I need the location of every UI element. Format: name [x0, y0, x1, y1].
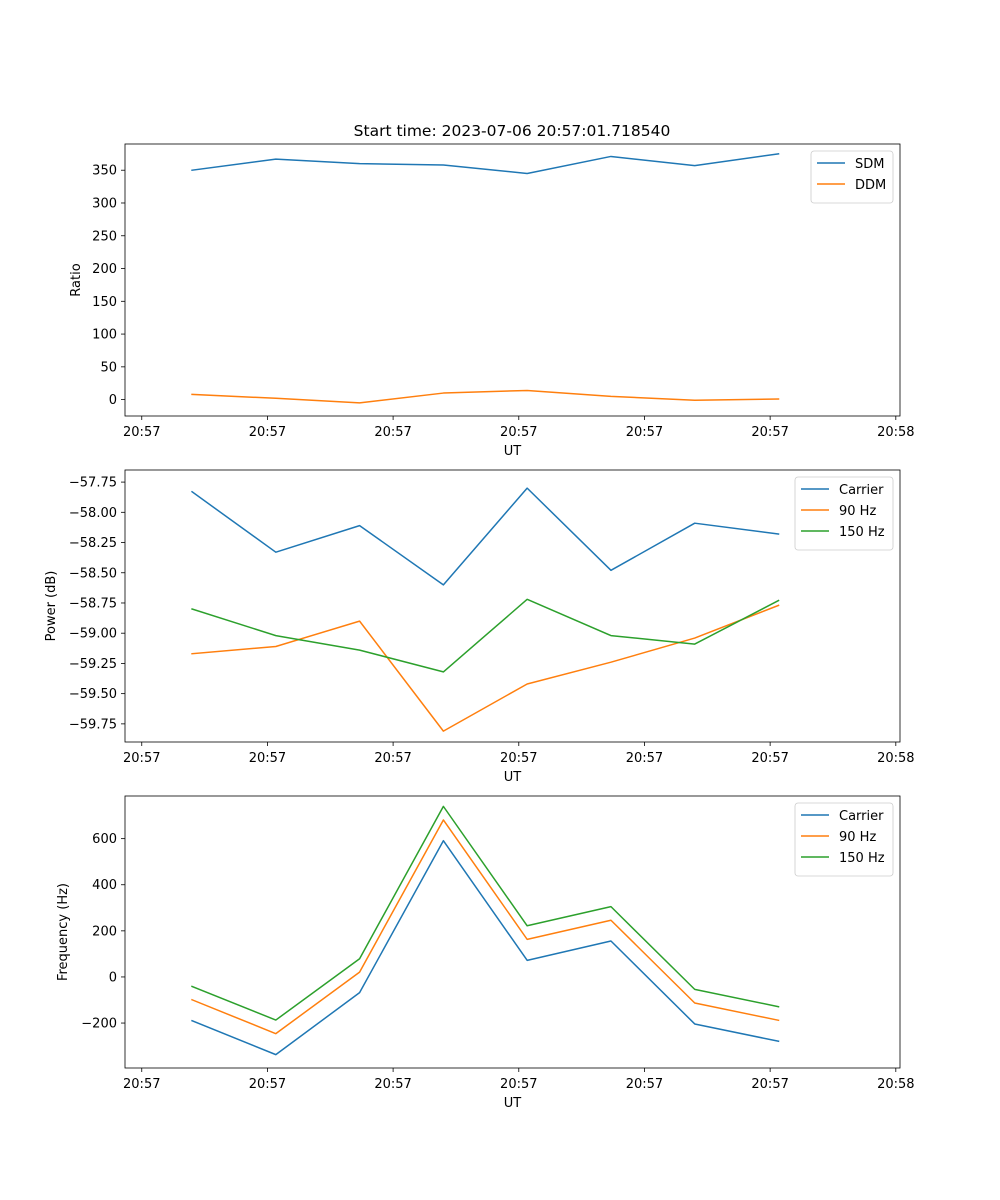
- y-tick-label: −59.75: [69, 717, 117, 732]
- x-tick-label: 20:58: [877, 425, 914, 440]
- x-tick-label: 20:57: [500, 425, 537, 440]
- legend-label: DDM: [855, 178, 886, 193]
- y-tick-label: −58.50: [69, 566, 117, 581]
- y-tick-label: 0: [109, 393, 117, 408]
- subplot-1: 20:57 20:57 20:57 20:57 20:57 20:57 20:58 0 50 10…: [69, 143, 915, 459]
- legend: Carrier 90 Hz 150 Hz: [794, 802, 894, 877]
- legend-label: 90 Hz: [839, 504, 876, 519]
- y-axis-label: Ratio: [69, 263, 84, 296]
- axes-frame: [124, 143, 901, 417]
- y-tick-label: 400: [92, 878, 117, 893]
- y-tick-label: −58.25: [69, 536, 117, 551]
- x-tick-label: 20:57: [751, 1077, 788, 1092]
- legend-label: 150 Hz: [839, 851, 885, 866]
- x-tick-label: 20:57: [751, 751, 788, 766]
- legend-label: Carrier: [839, 483, 884, 498]
- y-tick-label: 300: [92, 196, 117, 211]
- y-tick-label: 100: [92, 328, 117, 343]
- x-tick-label: 20:57: [374, 1077, 411, 1092]
- x-tick-label: 20:57: [626, 751, 663, 766]
- y-tick-label: 200: [92, 924, 117, 939]
- x-axis-label: UT: [504, 770, 522, 785]
- series-line-sdm: [191, 152, 780, 175]
- y-tick-label: 150: [92, 295, 117, 310]
- legend: Carrier 90 Hz 150 Hz: [794, 476, 894, 551]
- y-tick-label: −57.75: [69, 476, 117, 491]
- y-tick-label: 0: [109, 970, 117, 985]
- x-tick-label: 20:57: [500, 751, 537, 766]
- x-axis-label: UT: [504, 444, 522, 459]
- legend-label: 150 Hz: [839, 525, 885, 540]
- y-tick-label: −58.00: [69, 506, 117, 521]
- y-tick-label: 50: [100, 360, 117, 375]
- x-tick-label: 20:58: [877, 1077, 914, 1092]
- x-tick-label: 20:57: [500, 1077, 537, 1092]
- y-tick-label: −59.50: [69, 687, 117, 702]
- plots-group: 20:57 20:57 20:57 20:57 20:57 20:57 20:58 0 50 10…: [44, 143, 915, 1111]
- x-tick-label: 20:57: [374, 751, 411, 766]
- x-tick-label: 20:57: [123, 425, 160, 440]
- y-axis-label: Frequency (Hz): [56, 883, 71, 981]
- y-axis-label: Power (dB): [44, 571, 59, 642]
- series-line-ddm: [191, 389, 780, 404]
- series-line-carrier: [191, 839, 780, 1056]
- legend-frame: [810, 150, 894, 204]
- y-tick-label: −58.75: [69, 596, 117, 611]
- x-tick-label: 20:57: [374, 425, 411, 440]
- x-tick-label: 20:57: [626, 1077, 663, 1092]
- series-line-carrier: [190, 487, 780, 586]
- legend: SDM DDM: [810, 150, 894, 204]
- series-line-150-hz: [191, 805, 780, 1021]
- y-tick-label: 200: [92, 262, 117, 277]
- legend-label: Carrier: [839, 809, 884, 824]
- figure-title: Start time: 2023-07-06 20:57:01.718540: [354, 122, 671, 140]
- y-tick-label: −59.25: [69, 657, 117, 672]
- subplot-3: 20:57 20:57 20:57 20:57 20:57 20:57 20:58 −200 0…: [56, 795, 915, 1111]
- subplot-2: 20:57 20:57 20:57 20:57 20:57 20:57 20:58 −59.7…: [44, 469, 915, 785]
- y-tick-label: −200: [81, 1017, 117, 1032]
- y-tick-label: 600: [92, 832, 117, 847]
- legend-label: SDM: [855, 157, 884, 172]
- axes-frame: [124, 469, 901, 743]
- x-tick-label: 20:57: [249, 751, 286, 766]
- x-tick-label: 20:57: [751, 425, 788, 440]
- x-tick-label: 20:58: [877, 751, 914, 766]
- y-tick-label: −59.00: [69, 627, 117, 642]
- axes-frame: [124, 795, 901, 1069]
- x-tick-label: 20:57: [123, 1077, 160, 1092]
- x-tick-label: 20:57: [626, 425, 663, 440]
- x-tick-label: 20:57: [123, 751, 160, 766]
- x-axis-label: UT: [504, 1096, 522, 1111]
- series-line-150-hz: [191, 598, 780, 673]
- y-tick-label: 350: [92, 164, 117, 179]
- x-tick-label: 20:57: [249, 425, 286, 440]
- x-tick-label: 20:57: [249, 1077, 286, 1092]
- y-tick-label: 250: [92, 229, 117, 244]
- series-line-90-hz: [191, 819, 780, 1035]
- legend-label: 90 Hz: [839, 830, 876, 845]
